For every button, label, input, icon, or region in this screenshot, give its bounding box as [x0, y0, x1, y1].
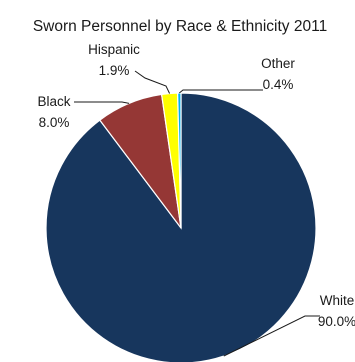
label-leader-lines [74, 70, 320, 357]
slice-value-hispanic: 1.9% [99, 63, 130, 78]
leader-line-hispanic [134, 70, 171, 94]
slice-label-black: Black [37, 94, 70, 109]
slice-value-other: 0.4% [263, 77, 294, 92]
pie-slices [45, 92, 317, 362]
slice-label-hispanic: Hispanic [88, 42, 140, 57]
leader-line-black [74, 101, 130, 104]
leader-line-other [178, 89, 263, 94]
slice-label-other: Other [261, 56, 295, 71]
slice-value-black: 8.0% [39, 115, 70, 130]
chart-title: Sworn Personnel by Race & Ethnicity 2011 [33, 18, 327, 35]
leader-line-white [223, 315, 320, 357]
slice-label-white: White [320, 293, 355, 308]
slice-labels: White 90.0% Black 8.0% Hispanic 1.9% Other 0.4% [37, 42, 355, 329]
slice-value-white: 90.0% [318, 314, 355, 329]
